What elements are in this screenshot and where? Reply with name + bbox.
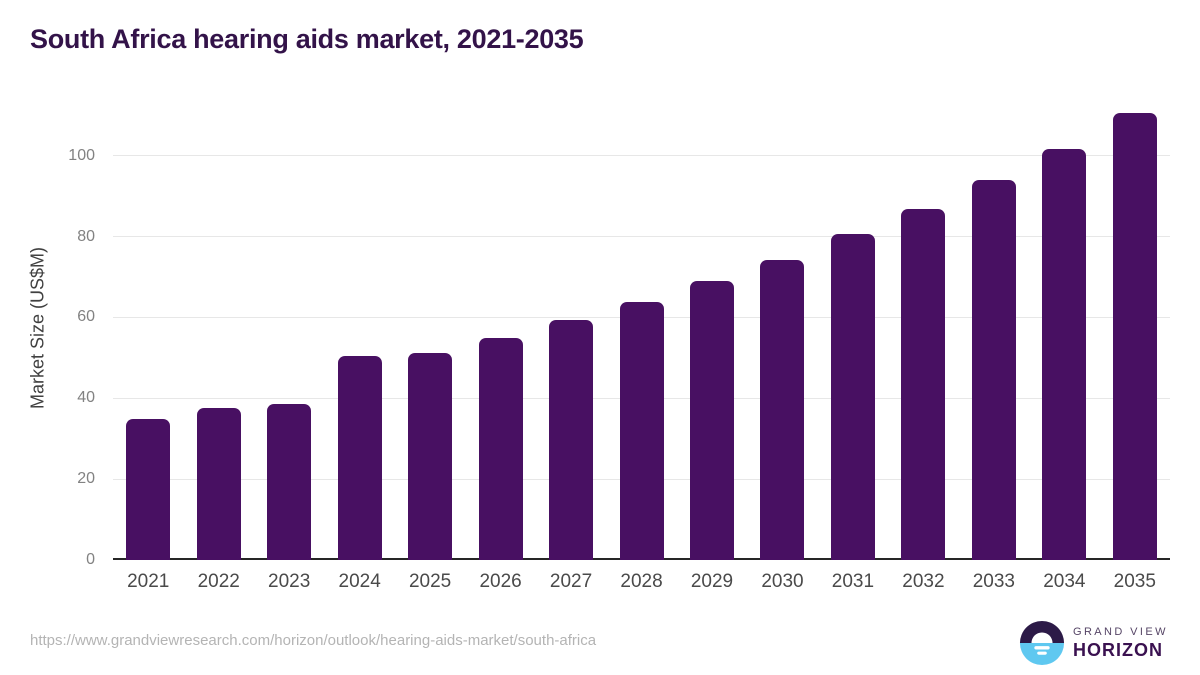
bar-slot: 2024 — [324, 95, 394, 592]
bar-2025 — [408, 352, 453, 560]
bar-slot: 2023 — [254, 95, 324, 592]
bar-2023 — [267, 404, 312, 560]
y-tick-label: 100 — [68, 146, 95, 164]
x-tick-label: 2025 — [408, 571, 452, 592]
x-tick-label: 2026 — [479, 571, 522, 592]
bar-2022 — [196, 408, 241, 560]
bar-slot: 2026 — [465, 95, 535, 592]
bar-2029 — [689, 281, 734, 560]
bar-slot: 2028 — [606, 95, 676, 592]
x-tick-label: 2035 — [1113, 571, 1156, 592]
bar-slot: 2027 — [536, 95, 606, 592]
gridline — [113, 155, 1170, 157]
bar-2030 — [760, 259, 805, 560]
logo-line1: GRAND VIEW — [1073, 625, 1168, 638]
bar-2024 — [337, 355, 382, 560]
source-url: https://www.grandviewresearch.com/horizo… — [30, 632, 597, 649]
y-tick-label: 60 — [77, 308, 95, 326]
bar-2033 — [971, 180, 1016, 560]
horizon-logo-top — [1019, 620, 1065, 643]
x-tick-label: 2027 — [549, 571, 593, 592]
bar-slot: 2032 — [888, 95, 958, 592]
bar-slot: 2034 — [1029, 95, 1099, 592]
bar-slot: 2031 — [818, 95, 888, 592]
horizon-sun-icon — [1019, 620, 1065, 666]
y-tick-label: 40 — [77, 389, 95, 407]
x-tick-label: 2030 — [761, 571, 804, 592]
y-axis-title: Market Size (US$M) — [27, 246, 48, 410]
bar-2027 — [549, 320, 594, 560]
bar-2021 — [126, 419, 171, 560]
x-tick-label: 2028 — [620, 571, 663, 592]
chart-title: South Africa hearing aids market, 2021-2… — [30, 24, 584, 54]
grand-view-horizon-logo: GRAND VIEW HORIZON — [1019, 620, 1168, 666]
bar-slot: 2021 — [113, 95, 183, 592]
x-tick-label: 2021 — [127, 571, 170, 592]
gridline — [113, 236, 1170, 238]
y-tick-label: 80 — [77, 227, 95, 245]
logo-line2: HORIZON — [1073, 639, 1163, 660]
y-tick-label: 0 — [86, 551, 95, 568]
x-tick-label: 2032 — [902, 571, 945, 592]
x-tick-label: 2034 — [1043, 571, 1086, 592]
bar-slot: 2033 — [959, 95, 1029, 592]
bar-2031 — [830, 234, 875, 560]
plot-area: 2021 2022 2023 2024 2025 2026 2027 2028 2029 2030… — [68, 95, 1170, 592]
bar-2034 — [1042, 149, 1087, 560]
x-tick-label: 2023 — [268, 571, 311, 592]
bar-2026 — [478, 338, 523, 560]
x-tick-label: 2024 — [338, 571, 381, 592]
bar-slot: 2022 — [183, 95, 253, 592]
bar-series: 2021 2022 2023 2024 2025 2026 2027 2028 2029 2030… — [113, 95, 1170, 592]
bar-2035 — [1112, 113, 1157, 560]
bar-2028 — [619, 302, 664, 560]
logo-text: GRAND VIEW HORIZON — [1073, 626, 1168, 661]
x-tick-label: 2033 — [972, 571, 1015, 592]
bar-2032 — [901, 208, 946, 560]
x-tick-label: 2022 — [197, 571, 240, 592]
x-tick-label: 2031 — [831, 571, 875, 592]
y-tick-label: 20 — [77, 470, 95, 488]
bar-slot: 2029 — [677, 95, 747, 592]
bar-slot: 2035 — [1100, 95, 1170, 592]
bar-slot: 2025 — [395, 95, 465, 592]
x-tick-label: 2029 — [690, 571, 734, 592]
bar-slot: 2030 — [747, 95, 817, 592]
